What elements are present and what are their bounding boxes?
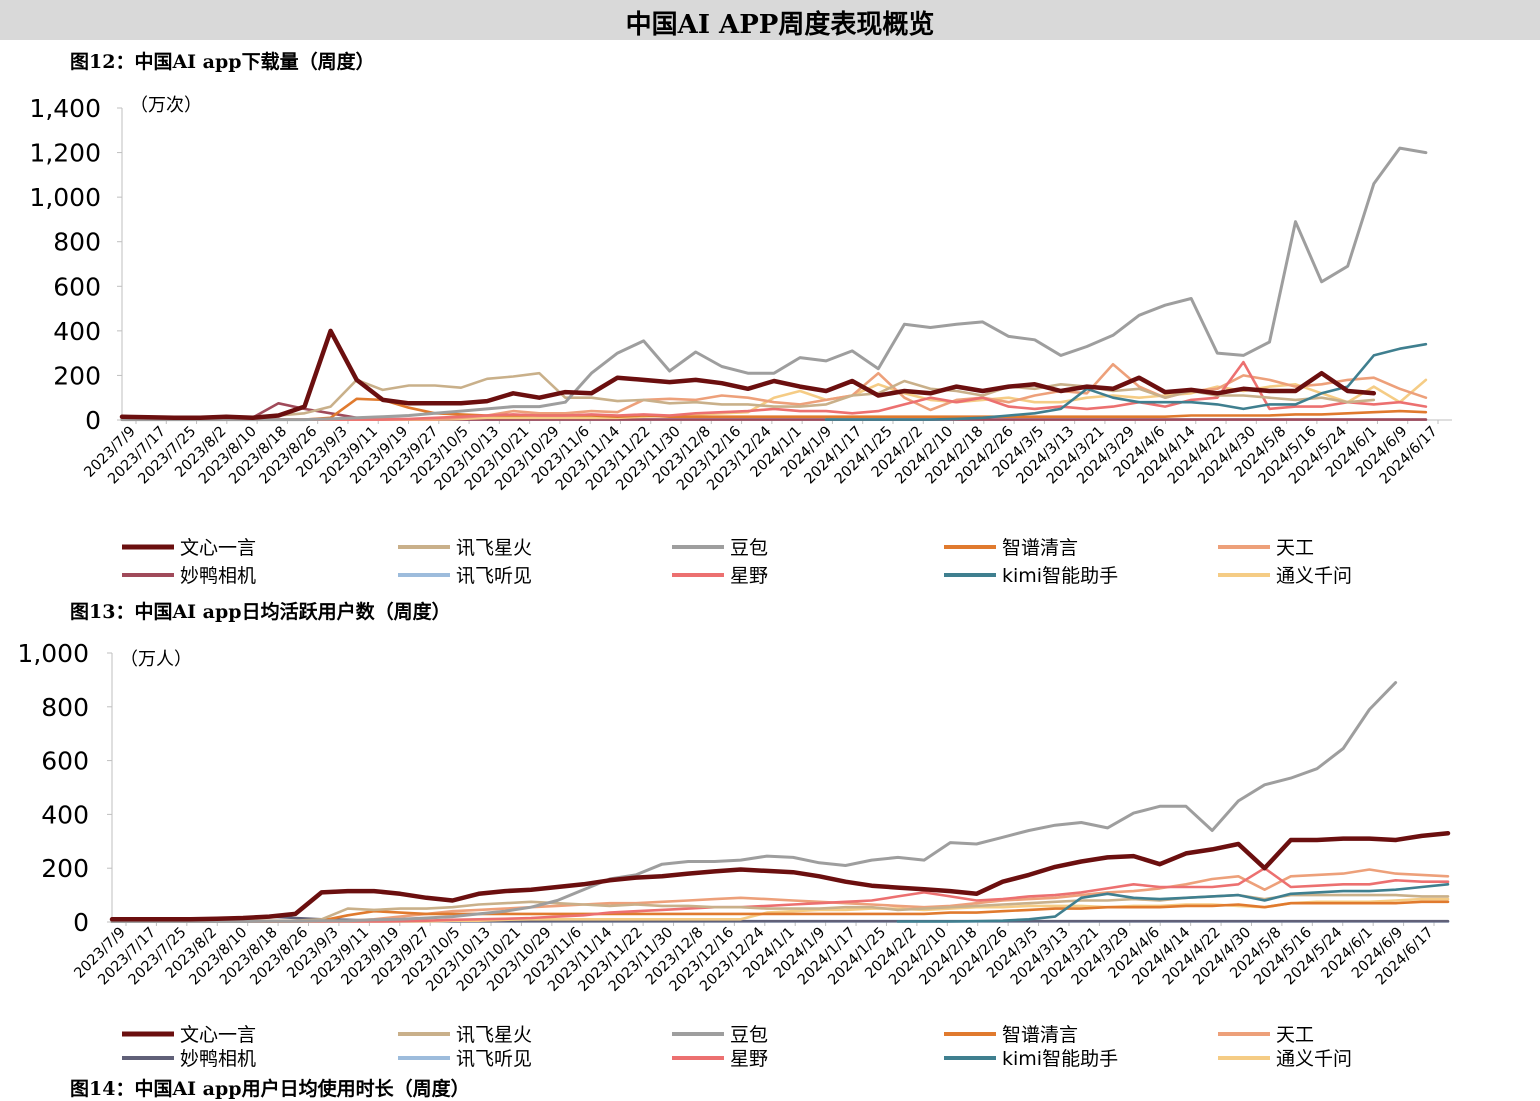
- fig13-title: 图13：中国AI app日均活跃用户数（周度）: [70, 601, 451, 623]
- legend-label: 智谱清言: [1002, 1024, 1078, 1046]
- unit-label: （万人）: [120, 649, 192, 670]
- legend-label: kimi智能助手: [1002, 565, 1118, 587]
- legend-label: 星野: [730, 1048, 768, 1070]
- page-title: 中国AI APP周度表现概览: [625, 10, 935, 40]
- series-line-豆包: [110, 681, 1398, 923]
- legend-label: kimi智能助手: [1002, 1048, 1118, 1070]
- series-line-通义千问: [120, 378, 1428, 421]
- series-line-智谱清言: [120, 397, 1428, 421]
- y-tick-label: 0: [85, 406, 101, 435]
- fig14-title: 图14：中国AI app用户日均使用时长（周度）: [70, 1078, 470, 1100]
- unit-label: （万次）: [130, 95, 202, 116]
- legend-label: 天工: [1276, 1024, 1314, 1046]
- y-tick-label: 1,000: [17, 639, 89, 668]
- legend-label: 豆包: [730, 537, 768, 559]
- y-tick-label: 400: [53, 317, 101, 346]
- legend-label: 讯飞星火: [456, 537, 532, 559]
- fig12-title: 图12：中国AI app下载量（周度）: [70, 51, 375, 73]
- y-tick-label: 200: [53, 361, 101, 390]
- legend-label: 星野: [730, 565, 768, 587]
- legend-label: 讯飞听见: [456, 1048, 532, 1070]
- legend-label: 讯飞星火: [456, 1024, 532, 1046]
- legend-label: 妙鸭相机: [180, 1048, 256, 1070]
- series-line-豆包: [120, 146, 1428, 422]
- y-tick-label: 600: [53, 272, 101, 301]
- y-tick-label: 1,400: [29, 94, 101, 123]
- series-line-kimi智能助手: [824, 342, 1428, 421]
- legend-label: 通义千问: [1276, 565, 1352, 587]
- y-tick-label: 200: [41, 854, 89, 883]
- y-tick-label: 0: [73, 908, 89, 937]
- y-tick-label: 400: [41, 800, 89, 829]
- series-line-妙鸭相机: [120, 402, 1428, 421]
- series-line-文心一言: [109, 830, 1451, 922]
- legend-label: 讯飞听见: [456, 565, 532, 587]
- legend-label: 文心一言: [180, 1024, 256, 1046]
- y-tick-label: 1,200: [29, 139, 101, 168]
- legend-label: 文心一言: [180, 537, 256, 559]
- title-banner: 中国AI APP周度表现概览: [0, 0, 1540, 40]
- y-tick-label: 800: [53, 228, 101, 257]
- legend-label: 智谱清言: [1002, 537, 1078, 559]
- legend-label: 豆包: [730, 1024, 768, 1046]
- series-line-智谱清言: [110, 900, 1450, 923]
- y-tick-label: 600: [41, 747, 89, 776]
- legend-label: 妙鸭相机: [180, 565, 256, 587]
- series-line-讯飞星火: [120, 371, 1376, 420]
- series-line-kimi智能助手: [896, 883, 1450, 923]
- y-tick-label: 1,000: [29, 183, 101, 212]
- legend-label: 天工: [1276, 537, 1314, 559]
- series-line-文心一言: [119, 328, 1377, 421]
- legend-label: 通义千问: [1276, 1048, 1352, 1070]
- y-tick-label: 800: [41, 693, 89, 722]
